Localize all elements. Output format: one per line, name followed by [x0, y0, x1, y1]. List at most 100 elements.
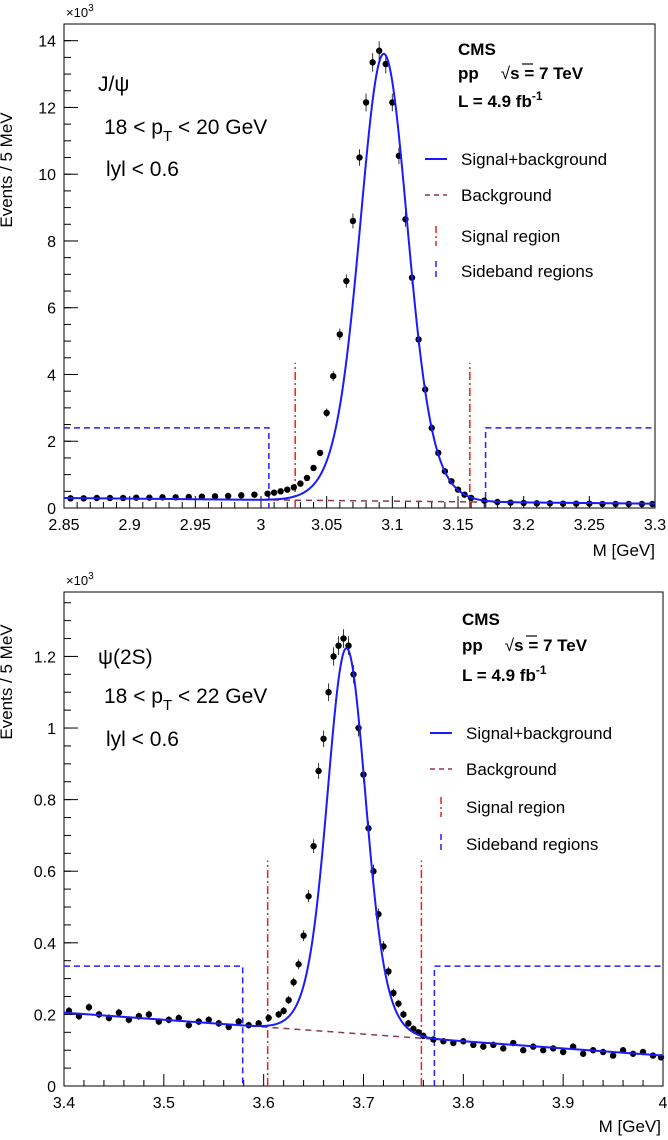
data-point — [270, 489, 278, 496]
data-point — [205, 1016, 212, 1023]
y-axis-label: Events / 5 MeV — [0, 624, 16, 740]
data-point — [369, 59, 376, 66]
y-exponent: ×103 — [66, 571, 94, 588]
sideband-region — [484, 427, 655, 508]
legend-label-fit: Signal+background — [461, 150, 607, 169]
legend-label-background: Background — [461, 186, 552, 205]
y-tick-label: 0 — [47, 501, 56, 518]
data-point — [349, 217, 357, 225]
y-tick-label: 0.4 — [34, 936, 56, 953]
x-tick-label: 3.5 — [153, 1095, 175, 1112]
data-point — [335, 642, 342, 649]
data-point — [251, 491, 258, 498]
x-tick-label: 3.2 — [513, 517, 535, 534]
data-point — [362, 99, 370, 106]
data-point — [255, 1020, 262, 1027]
data-point — [224, 492, 232, 500]
x-tick-label: 3.25 — [574, 517, 605, 534]
energy-label: pp √s = 7 TeV — [462, 636, 588, 655]
legend: Signal+background Background Signal regi… — [430, 724, 612, 854]
data-point — [264, 490, 271, 497]
axes: 2.85 2.9 2.95 3 3.05 3.1 3.15 3.2 3.25 3.3 0 2 4 6 8 10… — [38, 23, 666, 534]
data-point — [115, 1009, 123, 1016]
data-point — [211, 493, 219, 500]
data-point — [323, 409, 330, 417]
x-axis-label: M [GeV] — [599, 1117, 661, 1136]
data-point — [389, 99, 396, 106]
x-tick-label: 3.6 — [253, 1095, 275, 1112]
y-tick-label: 12 — [38, 100, 56, 117]
y-tick-label: 1 — [47, 721, 56, 738]
y-tick-label: 10 — [38, 167, 56, 184]
data-point — [559, 1048, 567, 1056]
particle-label: ψ(2S) — [98, 646, 153, 669]
sideband-region — [64, 965, 244, 1086]
data-point — [185, 1021, 192, 1029]
data-point — [310, 842, 317, 850]
y-axis-label: Events / 5 MeV — [0, 112, 16, 228]
particle-label: J/ψ — [98, 73, 129, 96]
cms-label: CMS — [458, 40, 496, 59]
data-point — [305, 893, 312, 900]
x-tick-label: 3.8 — [452, 1095, 474, 1112]
y-tick-label: 0.8 — [34, 793, 56, 810]
y-tick-label: 1.2 — [34, 649, 56, 666]
data-point — [85, 1004, 93, 1011]
data-point — [315, 767, 322, 775]
data-point — [146, 494, 153, 501]
data-point — [395, 1000, 402, 1007]
data-point — [265, 1014, 272, 1022]
data-point — [520, 1047, 527, 1054]
data-point — [285, 996, 292, 1004]
data-point — [609, 1052, 617, 1059]
pt-range-label: 18 < pT < 22 GeV — [104, 685, 267, 714]
data-point — [290, 484, 298, 491]
data-point — [133, 494, 140, 501]
x-tick-label: 3 — [257, 517, 266, 534]
data-point — [235, 1018, 242, 1025]
x-tick-label: 3.05 — [311, 517, 342, 534]
fit-curve-group — [63, 646, 664, 1057]
chart-panel-jpsi: 2.85 2.9 2.95 3 3.05 3.1 3.15 3.2 3.25 3.3 0 2 4 6 8 10… — [0, 3, 666, 560]
data-point — [290, 978, 297, 986]
data-point — [356, 154, 363, 161]
x-tick-label: 3.9 — [552, 1095, 574, 1112]
data-point — [325, 689, 332, 696]
data-point — [540, 1047, 547, 1054]
rapidity-label: lyl < 0.6 — [106, 728, 179, 751]
energy-label: pp √s = 7 TeV — [458, 64, 584, 83]
y-tick-label: 2 — [47, 434, 56, 451]
data-point — [470, 1041, 477, 1049]
sideband-region — [433, 965, 663, 1086]
lumi-label: L = 4.9 fb-1 — [458, 89, 543, 111]
data-point — [145, 1011, 153, 1018]
data-point — [480, 1043, 487, 1050]
data-point — [400, 1011, 407, 1018]
legend-label-sideband: Sideband regions — [466, 835, 598, 854]
data-point — [277, 488, 284, 495]
legend-label-background: Background — [466, 760, 557, 779]
data-point — [340, 635, 347, 642]
y-tick-label: 0.6 — [34, 864, 56, 881]
data-point — [295, 961, 302, 968]
region-lines — [64, 860, 663, 1086]
data-point — [316, 449, 324, 457]
data-point — [405, 1020, 412, 1027]
data-point — [500, 1045, 507, 1052]
y-tick-label: 0 — [47, 1079, 56, 1096]
data-point — [303, 474, 311, 482]
legend-label-signal: Signal region — [461, 227, 560, 246]
x-tick-label: 2.9 — [119, 517, 141, 534]
chart-panel-psi2s: 3.4 3.5 3.6 3.7 3.8 3.9 4 0 0.2 0.4 0.6 0.8 1 1.2 Eve… — [0, 571, 668, 1136]
data-point — [175, 1014, 183, 1022]
fit-curve — [63, 52, 656, 505]
y-tick-label: 0.2 — [34, 1007, 56, 1024]
lumi-label: L = 4.9 fb-1 — [462, 663, 547, 685]
x-axis-label: M [GeV] — [593, 541, 655, 560]
rapidity-label: lyl < 0.6 — [106, 158, 179, 181]
data-point — [280, 1007, 287, 1015]
y-tick-label: 6 — [47, 301, 56, 318]
legend-label-signal: Signal region — [466, 798, 565, 817]
x-tick-label: 3.4 — [53, 1095, 75, 1112]
pt-range-label: 18 < pT < 20 GeV — [104, 116, 267, 145]
